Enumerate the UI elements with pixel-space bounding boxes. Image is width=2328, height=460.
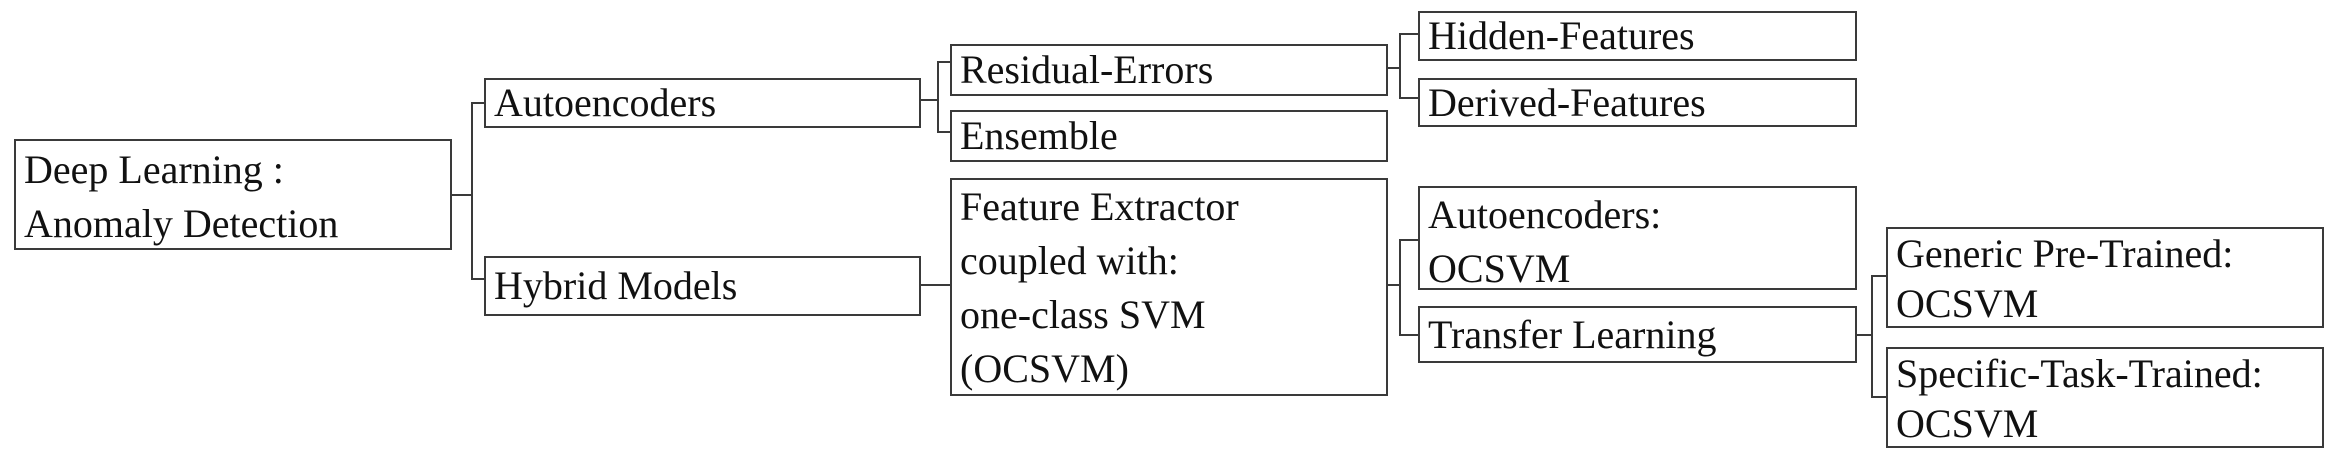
feature-extractor-node: Feature Extractor coupled with: one-clas… bbox=[950, 178, 1388, 396]
hidden-features-node-label: Hidden-Features bbox=[1428, 13, 1695, 58]
autoencoders-ocsvm-node-line-2: OCSVM bbox=[1428, 246, 1571, 290]
autoencoders-node-label: Autoencoders bbox=[494, 80, 717, 125]
specific-task-node: Specific-Task-Trained: OCSVM bbox=[1886, 347, 2324, 448]
hidden-features-node: Hidden-Features bbox=[1418, 11, 1857, 61]
transfer-learning-node: Transfer Learning bbox=[1418, 306, 1857, 363]
transfer-learning-node-label: Transfer Learning bbox=[1428, 312, 1717, 357]
feature-extractor-node-line-2: coupled with: bbox=[960, 238, 1179, 283]
specific-task-node-line-1: Specific-Task-Trained: bbox=[1896, 351, 2263, 396]
specific-task-node-line-2: OCSVM bbox=[1896, 401, 2039, 446]
ensemble-node-label: Ensemble bbox=[960, 113, 1118, 158]
generic-pretrained-node-line-1: Generic Pre-Trained: bbox=[1896, 231, 2234, 276]
feature-extractor-node-line-3: one-class SVM bbox=[960, 292, 1206, 337]
hybrid-models-node-label: Hybrid Models bbox=[494, 263, 738, 308]
ensemble-node: Ensemble bbox=[950, 110, 1388, 162]
autoencoders-ocsvm-node: Autoencoders: OCSVM bbox=[1418, 186, 1857, 290]
autoencoders-node: Autoencoders bbox=[484, 78, 921, 128]
root-node: Deep Learning : Anomaly Detection bbox=[14, 139, 452, 250]
derived-features-node: Derived-Features bbox=[1418, 78, 1857, 127]
feature-extractor-node-line-1: Feature Extractor bbox=[960, 184, 1239, 229]
residual-errors-node-label: Residual-Errors bbox=[960, 47, 1214, 92]
root-node-line-1: Deep Learning : bbox=[24, 147, 284, 192]
hybrid-models-node: Hybrid Models bbox=[484, 256, 921, 316]
root-node-line-2: Anomaly Detection bbox=[24, 201, 339, 246]
derived-features-node-label: Derived-Features bbox=[1428, 80, 1706, 125]
generic-pretrained-node-line-2: OCSVM bbox=[1896, 281, 2039, 326]
residual-errors-node: Residual-Errors bbox=[950, 44, 1388, 96]
feature-extractor-node-line-4: (OCSVM) bbox=[960, 346, 1129, 391]
autoencoders-ocsvm-node-line-1: Autoencoders: bbox=[1428, 192, 1662, 237]
generic-pretrained-node: Generic Pre-Trained: OCSVM bbox=[1886, 227, 2324, 328]
